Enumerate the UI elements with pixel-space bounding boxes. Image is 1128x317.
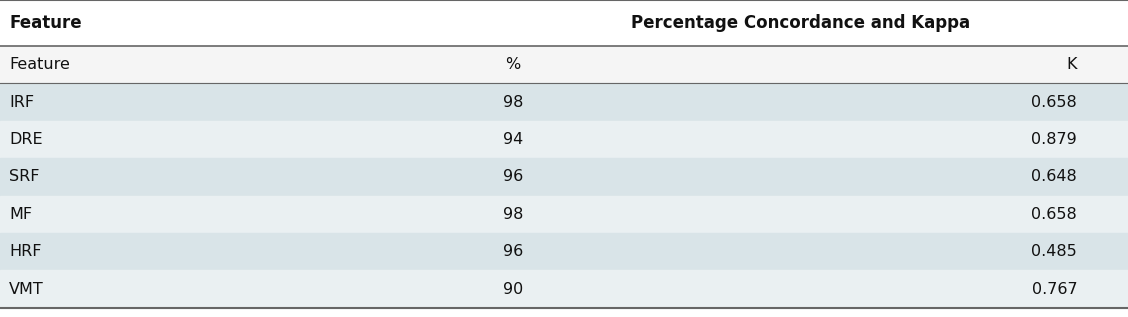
Text: MF: MF [9,207,33,222]
Text: 94: 94 [503,132,523,147]
Text: K: K [1067,57,1077,72]
Text: 0.648: 0.648 [1031,169,1077,184]
Text: 0.485: 0.485 [1031,244,1077,259]
Text: Feature: Feature [9,57,70,72]
Text: DRE: DRE [9,132,43,147]
Text: 0.879: 0.879 [1031,132,1077,147]
Text: Feature: Feature [9,14,81,32]
Bar [0,0,1128,46]
Text: 98: 98 [503,207,523,222]
Text: VMT: VMT [9,281,44,297]
Bar [0,121,1128,158]
Text: 96: 96 [503,169,523,184]
Bar [0,196,1128,233]
Bar [0,270,1128,308]
Text: 0.658: 0.658 [1031,207,1077,222]
Text: 0.658: 0.658 [1031,94,1077,110]
Bar [0,83,1128,121]
Bar [0,46,1128,83]
Text: Percentage Concordance and Kappa: Percentage Concordance and Kappa [632,14,970,32]
Text: 98: 98 [503,94,523,110]
Text: SRF: SRF [9,169,39,184]
Text: 96: 96 [503,244,523,259]
Text: HRF: HRF [9,244,42,259]
Text: 0.767: 0.767 [1032,281,1077,297]
Bar [0,233,1128,270]
Text: %: % [505,57,521,72]
Bar [0,158,1128,196]
Text: IRF: IRF [9,94,34,110]
Text: 90: 90 [503,281,523,297]
